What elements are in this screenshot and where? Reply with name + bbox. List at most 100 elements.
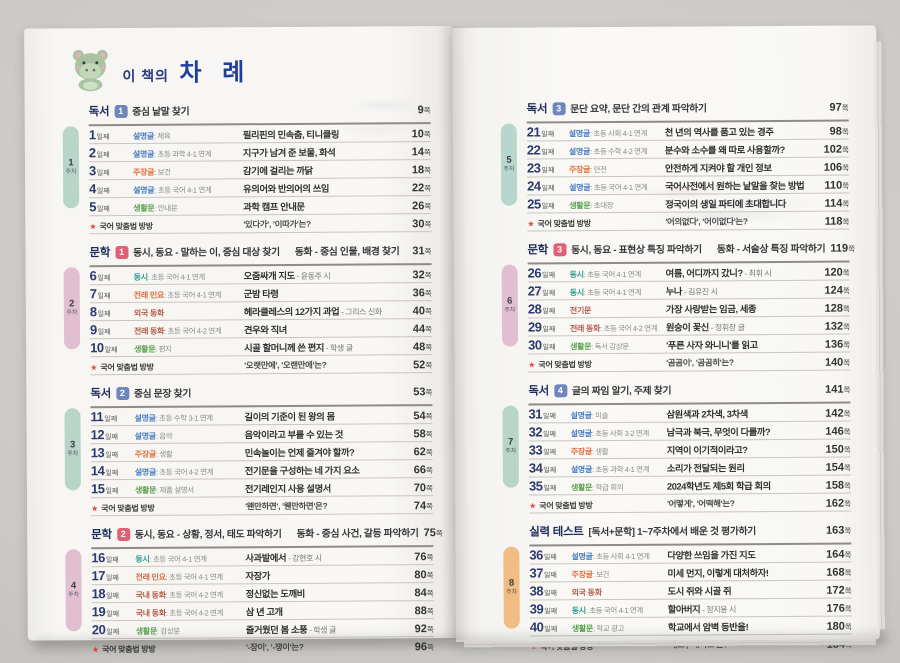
day-number: 34 일째 bbox=[528, 460, 557, 476]
spelling-question: '-장이', '-쟁이'는? bbox=[245, 641, 304, 652]
page-number: 136쪽 bbox=[824, 338, 851, 351]
lesson-title-author: - 김유진 시 bbox=[682, 286, 718, 297]
week-tab: 8 주차 bbox=[503, 546, 520, 629]
section-body: 7 주차 31 일째 설명글: 미술 삼원색과 2차색, 3차색 142쪽 32 일… bbox=[502, 401, 852, 514]
section-body: 2 주차 6 일째 동시: 초등 국어 4-1 연계 오줌싸개 지도 - 윤동주 … bbox=[63, 263, 433, 376]
week-label: 주차 bbox=[505, 448, 517, 455]
lesson-title: 시골 할머니께 쓴 편지 - 학생 글 bbox=[244, 342, 353, 353]
toc-section: 독서 2 중심 문장 찾기 53쪽 3 주차 11 일째 설명글: 초등 수학 3… bbox=[64, 380, 434, 517]
toc-section: 독서 3 문단 요약, 문단 간의 관계 파악하기 97쪽 5 주차 21 일째 … bbox=[500, 96, 850, 232]
section-skill-description: 중심 문장 찾기 bbox=[133, 388, 192, 400]
toc-row: 16 일째 동시: 초등 국어 4-1 연계 사과밭에서 - 강현호 시 76쪽 bbox=[91, 547, 434, 568]
section-header: 독서 3 문단 요약, 문단 간의 관계 파악하기 97쪽 bbox=[527, 96, 849, 122]
genre-label: 동시: 초등 국어 4-1 연계 bbox=[569, 269, 641, 279]
genre-label: 동시: 초등 국어 4-1 연계 bbox=[569, 287, 641, 297]
toc-row: 13 일째 주장글: 생활 민속놀이는 언제 즐겨야 할까? 62쪽 bbox=[90, 442, 433, 463]
lesson-title: 삼원색과 2차색, 3차색 bbox=[666, 408, 748, 420]
star-icon: ★ bbox=[528, 359, 536, 370]
toc-row: 34 일째 설명글: 초등 과학 4-1 연계 소리가 전달되는 원리 154쪽 bbox=[528, 457, 851, 478]
spelling-tip-row: ★ 국어 맞춤법 방방 '오랫만에', '오랜만에'는? 52쪽 bbox=[90, 355, 433, 376]
lesson-title: 정신없는 도깨비 bbox=[245, 588, 305, 599]
week-tab: 1 주차 bbox=[62, 126, 80, 209]
title-prefix: 이 책의 bbox=[122, 67, 170, 84]
section-skill-description-2: 동화 - 중심 사건, 갈등 파악하기 bbox=[296, 528, 419, 540]
lesson-title: 전기레인지 사용 설명서 bbox=[244, 483, 331, 494]
toc-row: 17 일째 전래 민요: 초등 국어 4-1 연계 자장가 80쪽 bbox=[91, 565, 434, 586]
day-number: 20 일째 bbox=[91, 622, 120, 638]
toc-row: 26 일째 동시: 초등 국어 4-1 연계 여름, 어디까지 갔니? - 최휘 … bbox=[527, 262, 850, 283]
genre-label: 국내 동화: 초등 국어 4-2 연계 bbox=[135, 589, 223, 600]
toc-row: 8 일째 외국 동화 헤라클레스의 12가지 과업 - 그리스 신화 40쪽 bbox=[89, 301, 432, 322]
toc-row: 23 일째 주장글: 안전 안전하게 지켜야 할 개인 정보 106쪽 bbox=[526, 157, 850, 178]
lesson-title-author: - 최휘 시 bbox=[742, 268, 772, 278]
spelling-tip-label: ★ 국어 맞춤법 방방 bbox=[529, 494, 667, 513]
week-label: 주차 bbox=[67, 451, 79, 458]
spelling-tip-title: 국어 맞춤법 방방 bbox=[101, 503, 155, 513]
toc-row: 35 일째 생활문: 학급 회의 2024학년도 제5회 학급 회의 158쪽 bbox=[528, 475, 851, 496]
week-tab: 2 주차 bbox=[63, 267, 81, 350]
genre-label: 전기문 bbox=[569, 305, 592, 315]
section-rows: 16 일째 동시: 초등 국어 4-1 연계 사과밭에서 - 강현호 시 76쪽 … bbox=[91, 545, 434, 658]
page-number: 110쪽 bbox=[824, 179, 850, 192]
day-number: 23 일째 bbox=[526, 160, 555, 176]
toc-row: 37 일째 주장글: 보건 미세 먼지, 이렇게 대처하자! 168쪽 bbox=[529, 562, 852, 583]
section-type-label: 독서 bbox=[90, 388, 111, 401]
page-number: 164쪽 bbox=[826, 548, 852, 561]
spelling-tip-label: ★ 국어 맞춤법 방방 bbox=[527, 212, 665, 231]
day-number: 10 일째 bbox=[90, 340, 118, 356]
toc-section: 독서 4 글의 짜임 알기, 주제 찾기 141쪽 7 주차 31 일째 설명글:… bbox=[502, 378, 852, 514]
genre-label: 동시: 초등 국어 4-1 연계 bbox=[571, 605, 643, 615]
day-number: 32 일째 bbox=[528, 424, 557, 440]
section-type-label: 독서 bbox=[88, 106, 110, 119]
section-number-badge: 4 bbox=[553, 383, 567, 397]
day-number: 31 일째 bbox=[528, 406, 556, 422]
page-number: 132쪽 bbox=[824, 320, 851, 333]
lesson-title-author: - 정휘창 글 bbox=[708, 322, 745, 332]
genre-label: 국내 동화: 초등 국어 4-2 연계 bbox=[135, 607, 223, 618]
day-number: 12 일째 bbox=[90, 427, 119, 443]
day-number: 9 일째 bbox=[89, 322, 111, 338]
section-start-page: 75쪽 bbox=[423, 527, 443, 540]
lesson-title: 도시 쥐와 시골 쥐 bbox=[667, 585, 732, 597]
spelling-tip-label: ★ 국어 맞춤법 방방 bbox=[89, 215, 243, 234]
day-number: 35 일째 bbox=[528, 478, 557, 494]
toc-row: 39 일째 동시: 초등 국어 4-1 연계 할아버지 - 정지용 시 176쪽 bbox=[529, 598, 852, 619]
genre-label: 전래 동화: 초등 국어 4-2 연계 bbox=[133, 325, 222, 336]
toc-row: 10 일째 생활문: 편지 시골 할머니께 쓴 편지 - 학생 글 48쪽 bbox=[90, 337, 433, 358]
lesson-title: 길이의 기준이 된 왕의 몸 bbox=[244, 411, 335, 422]
toc-row: 25 일째 생활문: 초대장 정국이의 생일 파티에 초대합니다 114쪽 bbox=[527, 193, 850, 214]
genre-label: 설명글: 초등 과학 4-1 연계 bbox=[132, 148, 212, 159]
toc-section: 실력 테스트 [독서+문학] 1~7주차에서 배운 것 평가하기 163쪽 8 … bbox=[503, 519, 852, 655]
section-start-page: 53쪽 bbox=[413, 386, 433, 399]
day-number: 3 일째 bbox=[88, 163, 110, 179]
section-header: 독서 4 글의 짜임 알기, 주제 찾기 141쪽 bbox=[528, 378, 850, 404]
section-start-page: 163쪽 bbox=[825, 524, 852, 537]
week-label: 주차 bbox=[506, 589, 518, 596]
day-number: 1 일째 bbox=[88, 127, 110, 143]
page-number: 140쪽 bbox=[824, 356, 851, 369]
page-number: 150쪽 bbox=[825, 443, 851, 456]
spelling-tip-title: 국어 맞춤법 방방 bbox=[102, 644, 156, 654]
day-number: 29 일째 bbox=[527, 319, 556, 335]
section-header: 문학 3 동시, 동요 - 표현상 특징 파악하기 동화 - 서술상 특징 파악… bbox=[527, 237, 855, 263]
genre-label: 생활문: 학교 광고 bbox=[571, 623, 625, 633]
toc-row: 7 일째 전래 민요: 초등 국어 4-1 연계 군밤 타령 36쪽 bbox=[89, 283, 432, 304]
day-number: 2 일째 bbox=[88, 145, 110, 161]
page-number: 66쪽 bbox=[413, 463, 433, 476]
page-number: 84쪽 bbox=[414, 586, 434, 599]
spelling-tip-title: 국어 맞춤법 방방 bbox=[540, 641, 594, 651]
section-rows: 21 일째 설명글: 초등 사회 4-1 연계 천 년의 역사를 품고 있는 경주… bbox=[526, 119, 850, 232]
section-rows: 11 일째 설명글: 초등 수학 3-1 연계 길이의 기준이 된 왕의 몸 54… bbox=[90, 404, 434, 517]
lesson-title: 가장 사랑받는 임금, 세종 bbox=[665, 303, 757, 315]
section-start-page: 141쪽 bbox=[825, 383, 851, 396]
spelling-tip-row: ★ 국어 맞춤법 방방 '개고', '개이고'는? 184쪽 bbox=[529, 634, 852, 655]
section-skill-description: 동시, 동요 - 상황, 정서, 태도 파악하기 bbox=[134, 529, 282, 541]
title-main: 차 례 bbox=[179, 59, 252, 87]
section-type-label: 독서 bbox=[528, 385, 549, 398]
lesson-title: 2024학년도 제5회 학급 회의 bbox=[666, 480, 771, 492]
page-number: 96쪽 bbox=[414, 640, 434, 653]
genre-label: 생활문: 감상문 bbox=[135, 626, 180, 636]
page-number: 176쪽 bbox=[826, 602, 852, 615]
toc-section: 독서 1 중심 낱말 찾기 9쪽 1 주차 1 일째 설명글: 체육 필리핀의 민… bbox=[62, 98, 432, 235]
